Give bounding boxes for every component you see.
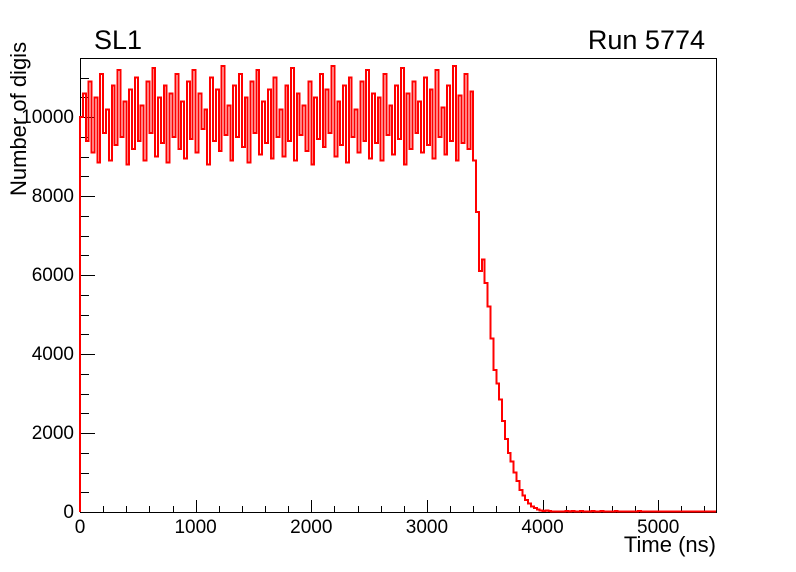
y-tick-label: 0: [63, 502, 74, 523]
y-tick-label: 4000: [32, 344, 74, 365]
y-tick-label: 6000: [32, 265, 74, 286]
x-tick-label: 5000: [637, 517, 679, 538]
x-tick-label: 2000: [290, 517, 332, 538]
y-axis-title: Number of digis: [6, 41, 31, 196]
y-tick-label: 10000: [21, 107, 74, 128]
histogram-line: [79, 64, 716, 513]
histogram-title: SL1: [94, 25, 143, 55]
x-tick-label: 4000: [521, 517, 563, 538]
x-tick-label: 0: [75, 517, 86, 538]
x-tick-label: 1000: [174, 517, 216, 538]
x-tick-label: 3000: [406, 517, 448, 538]
x-axis-title: Time (ns): [623, 532, 716, 557]
y-tick-label: 8000: [32, 186, 74, 207]
run-number-label: Run 5774: [587, 25, 705, 55]
y-tick-label: 2000: [32, 423, 74, 444]
